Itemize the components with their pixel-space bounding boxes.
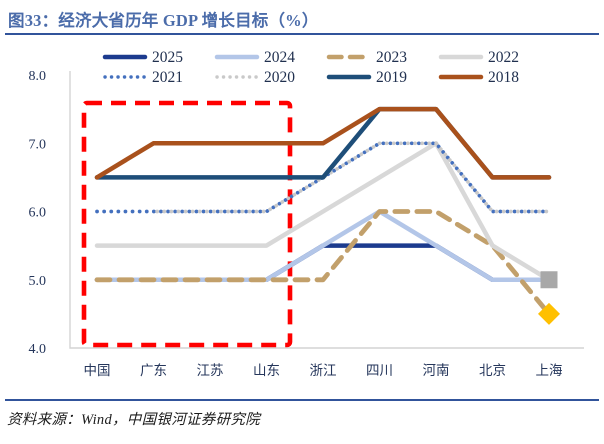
end-marker-square <box>540 271 558 289</box>
x-axis-label: 山东 <box>253 363 280 378</box>
series-line-2022 <box>94 141 552 283</box>
y-axis-label: 6.0 <box>29 206 47 221</box>
end-marker-diamond <box>538 302 560 325</box>
source-text: 资料来源：Wind，中国银河证券研究院 <box>7 412 261 428</box>
x-axis-label: 上海 <box>536 363 563 378</box>
legend-label-2024: 2024 <box>264 49 295 66</box>
legend-label-2020: 2020 <box>264 69 295 86</box>
source-rule <box>5 399 599 401</box>
y-axis-label: 8.0 <box>29 69 47 84</box>
y-axis-label: 5.0 <box>29 274 47 289</box>
x-axis-label: 北京 <box>479 363 506 378</box>
series-line-2018 <box>94 106 552 180</box>
x-axis-label: 浙江 <box>310 363 337 378</box>
legend-label-2018: 2018 <box>488 69 519 86</box>
title-rule <box>5 33 599 36</box>
x-axis-label: 中国 <box>84 363 111 378</box>
x-axis-label: 江苏 <box>197 363 224 378</box>
legend-label-2025: 2025 <box>152 49 183 66</box>
x-axis-label: 四川 <box>366 363 393 378</box>
series-line-2020 <box>151 141 551 214</box>
legend-label-2019: 2019 <box>376 69 407 86</box>
y-axis-label: 7.0 <box>29 137 47 152</box>
legend-label-2021: 2021 <box>152 69 183 86</box>
highlight-box <box>81 100 293 348</box>
axis-lines <box>69 71 584 349</box>
x-axis-label: 河南 <box>423 363 450 378</box>
legend-label-2023: 2023 <box>376 49 407 66</box>
y-axis-label: 4.0 <box>29 342 47 357</box>
x-axis-label: 广东 <box>140 363 167 378</box>
legend-label-2022: 2022 <box>488 49 519 66</box>
page-title: 图33：经济大省历年 GDP 增长目标（%） <box>8 11 319 30</box>
series-line-2023 <box>94 209 552 317</box>
